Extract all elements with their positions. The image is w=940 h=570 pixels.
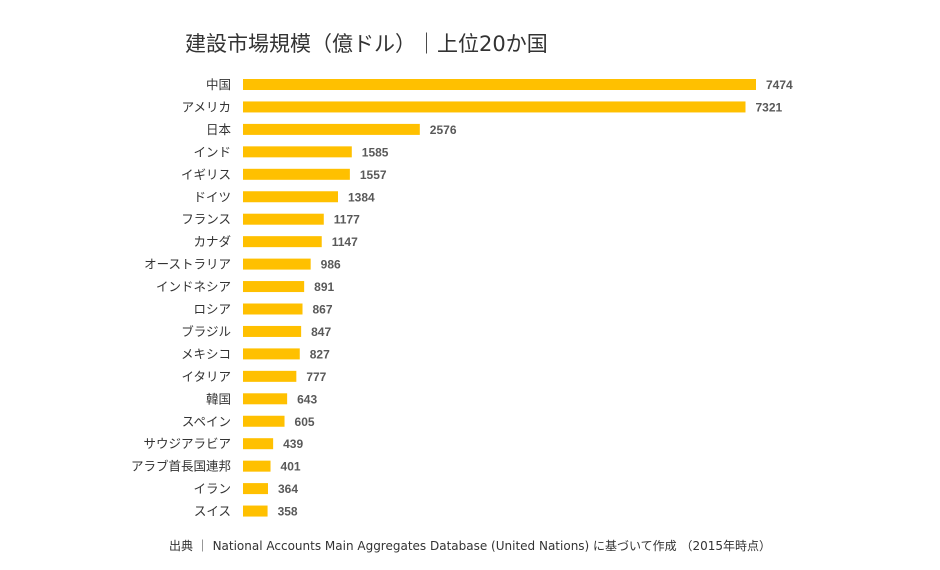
value-label: 364 bbox=[278, 482, 298, 496]
bar bbox=[243, 281, 305, 293]
category-label: メキシコ bbox=[181, 346, 231, 361]
category-label: 日本 bbox=[206, 122, 232, 137]
bar-chart: 中国 7474 アメリカ 7321 日本 2576 インド 1585 イギリス 1557 ドイツ 13… bbox=[131, 77, 793, 519]
value-label: 401 bbox=[281, 460, 301, 474]
category-label: ブラジル bbox=[181, 324, 231, 339]
value-label: 1557 bbox=[360, 168, 387, 182]
value-label: 439 bbox=[283, 437, 303, 451]
bar bbox=[243, 393, 288, 405]
chart-title: 建設市場規模（億ドル）｜上位20か国 bbox=[185, 32, 548, 56]
bar bbox=[243, 415, 285, 427]
bar bbox=[243, 438, 274, 450]
value-label: 847 bbox=[311, 325, 331, 339]
category-label: イラン bbox=[193, 481, 231, 496]
category-label: イギリス bbox=[181, 167, 231, 182]
bar bbox=[243, 213, 324, 225]
value-label: 643 bbox=[297, 392, 317, 406]
value-label: 986 bbox=[321, 258, 341, 272]
category-label: インドネシア bbox=[156, 279, 231, 294]
value-label: 358 bbox=[278, 505, 298, 519]
category-label: スイス bbox=[194, 504, 231, 519]
bar bbox=[243, 236, 322, 248]
bar bbox=[243, 168, 350, 180]
value-label: 1585 bbox=[362, 145, 389, 159]
bar bbox=[243, 483, 268, 495]
category-label: オーストラリア bbox=[144, 257, 231, 272]
value-label: 1177 bbox=[334, 213, 360, 227]
bar bbox=[243, 191, 338, 203]
bar bbox=[243, 370, 297, 382]
value-label: 1147 bbox=[332, 235, 358, 249]
category-label: アメリカ bbox=[182, 99, 231, 114]
category-label: イタリア bbox=[181, 369, 231, 384]
value-label: 891 bbox=[314, 280, 334, 294]
bar bbox=[243, 303, 303, 315]
bar bbox=[243, 325, 302, 337]
category-label: ドイツ bbox=[193, 189, 231, 204]
value-label: 867 bbox=[313, 303, 333, 317]
category-label: サウジアラビア bbox=[143, 436, 231, 451]
bar bbox=[243, 79, 756, 90]
category-label: インド bbox=[193, 144, 231, 159]
value-label: 2576 bbox=[430, 123, 457, 137]
value-label: 777 bbox=[306, 370, 326, 384]
bar bbox=[243, 460, 271, 472]
value-label: 605 bbox=[295, 415, 315, 429]
value-label: 1384 bbox=[348, 190, 375, 204]
bar bbox=[243, 123, 420, 135]
category-label: 中国 bbox=[206, 77, 231, 92]
bar bbox=[243, 146, 352, 158]
bar bbox=[243, 505, 268, 517]
value-label: 827 bbox=[310, 347, 330, 361]
value-label: 7474 bbox=[766, 78, 793, 92]
value-label: 7321 bbox=[755, 100, 782, 114]
category-label: フランス bbox=[181, 212, 231, 227]
category-label: スペイン bbox=[182, 414, 231, 429]
category-label: ロシア bbox=[193, 302, 231, 317]
category-label: 韓国 bbox=[206, 391, 231, 406]
bar bbox=[243, 258, 311, 270]
bar bbox=[243, 101, 746, 113]
bars-layer: 中国 7474 アメリカ 7321 日本 2576 インド 1585 イギリス 1557 ドイツ 13… bbox=[131, 77, 793, 519]
source-note: 出典 ｜ National Accounts Main Aggregates D… bbox=[168, 539, 772, 553]
category-label: カナダ bbox=[193, 234, 231, 249]
bar bbox=[243, 348, 300, 360]
category-label: アラブ首長国連邦 bbox=[131, 459, 231, 474]
